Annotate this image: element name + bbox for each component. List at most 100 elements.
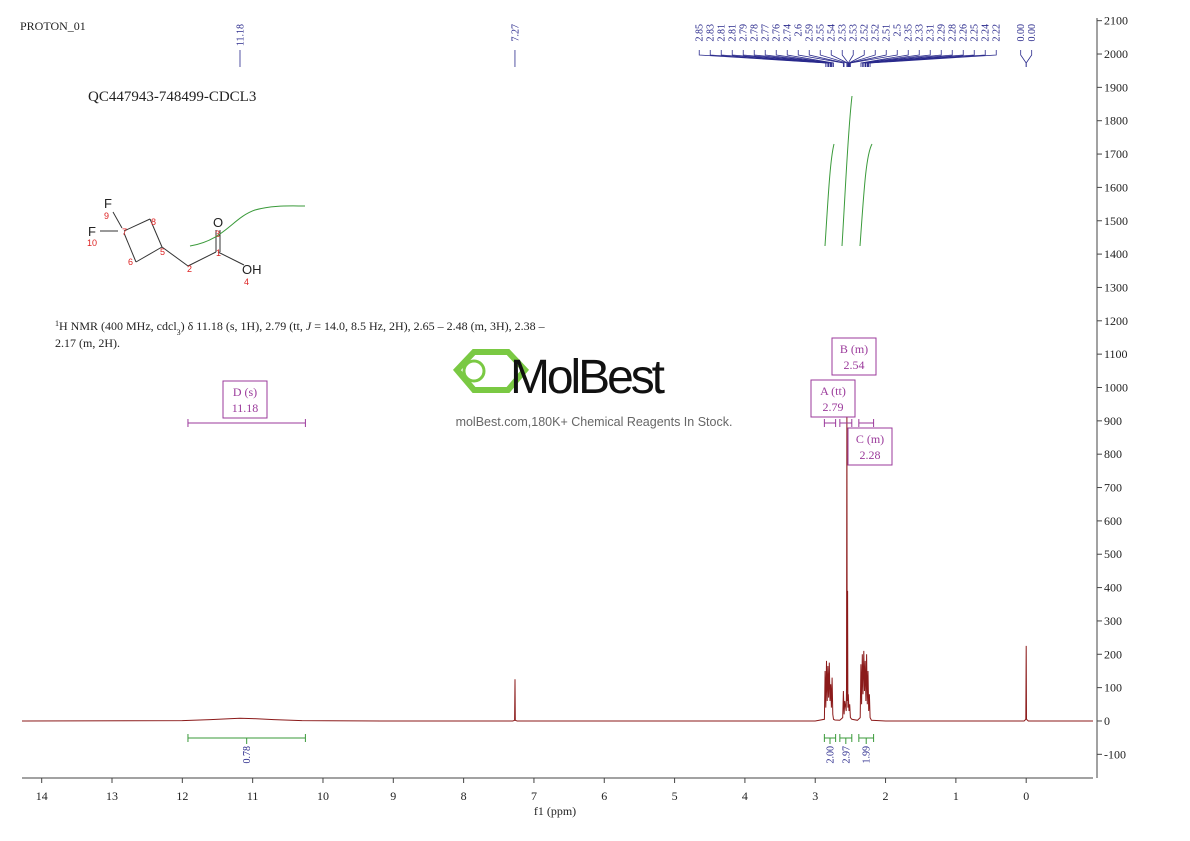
x-tick-label: 13 [106,789,118,803]
y-tick-label: 600 [1104,514,1122,528]
peak-label: 0.00 [1027,24,1038,42]
peak-label: 2.26 [959,24,970,42]
atom-label: OH [242,262,262,277]
peak-marker [1020,50,1027,67]
y-tick-label: 900 [1104,414,1122,428]
multiplet-box [847,427,893,466]
multiplet-shift: 2.79 [823,400,844,414]
y-tick-label: 300 [1104,614,1122,628]
peak-marker [848,50,876,67]
peak-label: 2.53 [838,24,849,42]
multiplet-shift: 2.28 [860,448,881,462]
x-tick-label: 1 [953,789,959,803]
integral-label: 1.99 [862,746,873,764]
peak-label: 2.22 [992,24,1003,42]
integral-label: 2.00 [825,746,836,764]
peak-label: 2.5 [893,24,904,37]
multiplet-box [222,380,268,419]
y-tick-label: 200 [1104,647,1122,661]
peak-marker [860,50,909,67]
text: H NMR (400 MHz, cdcl [59,319,177,333]
superscript: 1 [55,319,59,328]
atom-number: 9 [104,211,109,221]
peak-label: 2.25 [970,24,981,42]
spectrum [21,409,1093,722]
peak-label: 2.59 [805,24,816,42]
multiplet-box [831,337,877,376]
integral-label: 2.97 [841,746,852,764]
peak-label: 2.52 [860,24,871,42]
y-tick-label: 1600 [1104,180,1128,194]
multiplet-name: B (m) [840,342,868,356]
integration-curves [189,95,873,247]
peak-label: 2.31 [926,24,937,42]
peak-marker [786,50,834,67]
y-tick-label: 1900 [1104,80,1128,94]
atom-number: 1 [216,248,221,258]
multiplet-box [810,379,856,418]
y-tick-label: 1100 [1104,347,1128,361]
x-tick-label: 12 [176,789,188,803]
atom-number: 2 [187,264,192,274]
atom-number: 8 [151,217,156,227]
peak-marker [731,50,829,67]
peak-marker [849,50,887,67]
nmr-description: 2.17 (m, 2H). [55,336,120,350]
multiplet-name: C (m) [856,432,884,446]
peak-label: 2.24 [981,24,992,42]
text: ) δ 11.18 (s, 1H), 2.79 (tt, [181,319,306,333]
x-tick-label: 7 [531,789,537,803]
peak-label: 2.76 [772,24,783,42]
logo [462,359,486,383]
peak-label: 2.28 [948,24,959,42]
atom-label: F [104,196,112,211]
peak-marker [698,50,827,67]
peak-label: 2.79 [739,24,750,42]
atom-number: 4 [244,277,249,287]
y-tick-label: 1400 [1104,247,1128,261]
peak-marker [742,50,831,67]
peak-marker [764,50,832,67]
y-tick-label: 2100 [1104,14,1128,28]
brand: MolBest [510,351,665,404]
x-tick-label: 14 [36,789,48,803]
y-tick-label: 100 [1104,681,1122,695]
x-tick-label: 11 [247,789,259,803]
multiplet-shift: 2.54 [844,358,865,372]
peak-label: 2.55 [816,24,827,42]
y-tick-label: 1500 [1104,214,1128,228]
atom-number: 10 [87,238,97,248]
y-tick-label: 1700 [1104,147,1128,161]
y-tick-label: 1800 [1104,114,1128,128]
peak-label: 2.81 [728,24,739,42]
peak-marker [869,50,997,67]
subscript: 3 [177,328,181,337]
peak-label: 2.6 [794,24,805,37]
nmr-description: 1H NMR (400 MHz, cdcl3) δ 11.18 (s, 1H),… [55,319,546,337]
peak-marker [864,50,942,67]
peak-label: 2.53 [849,24,860,42]
peak-marker [709,50,828,67]
y-tick-label: 1300 [1104,280,1128,294]
peak-marker [753,50,832,67]
atom-number: 5 [160,247,165,257]
peak-label: 2.29 [937,24,948,42]
watermark: MolBest molBest.com,180K+ Chemical Reage… [452,349,732,429]
y-tick-label: 1200 [1104,314,1128,328]
peak-marker [1025,50,1033,67]
text: J [306,319,312,333]
peak-marker [775,50,833,67]
peak-marker [849,50,898,67]
structure-labels: F 9 7 F 10 8 6 5 2 O 3 1 OH 4 [87,196,262,287]
x-tick-label: 6 [601,789,607,803]
peak-label: 7.27 [510,24,521,42]
atom-number: 3 [215,229,220,239]
multiplet-name: D (s) [233,385,257,399]
y-tick-label: -100 [1104,747,1126,761]
multiplet-name: A (tt) [820,384,846,398]
integral-label: 0.78 [242,746,253,764]
peak-label: 2.78 [750,24,761,42]
peak-marker [866,50,964,67]
sample-name: QC447943-748499-CDCL3 [88,89,256,105]
